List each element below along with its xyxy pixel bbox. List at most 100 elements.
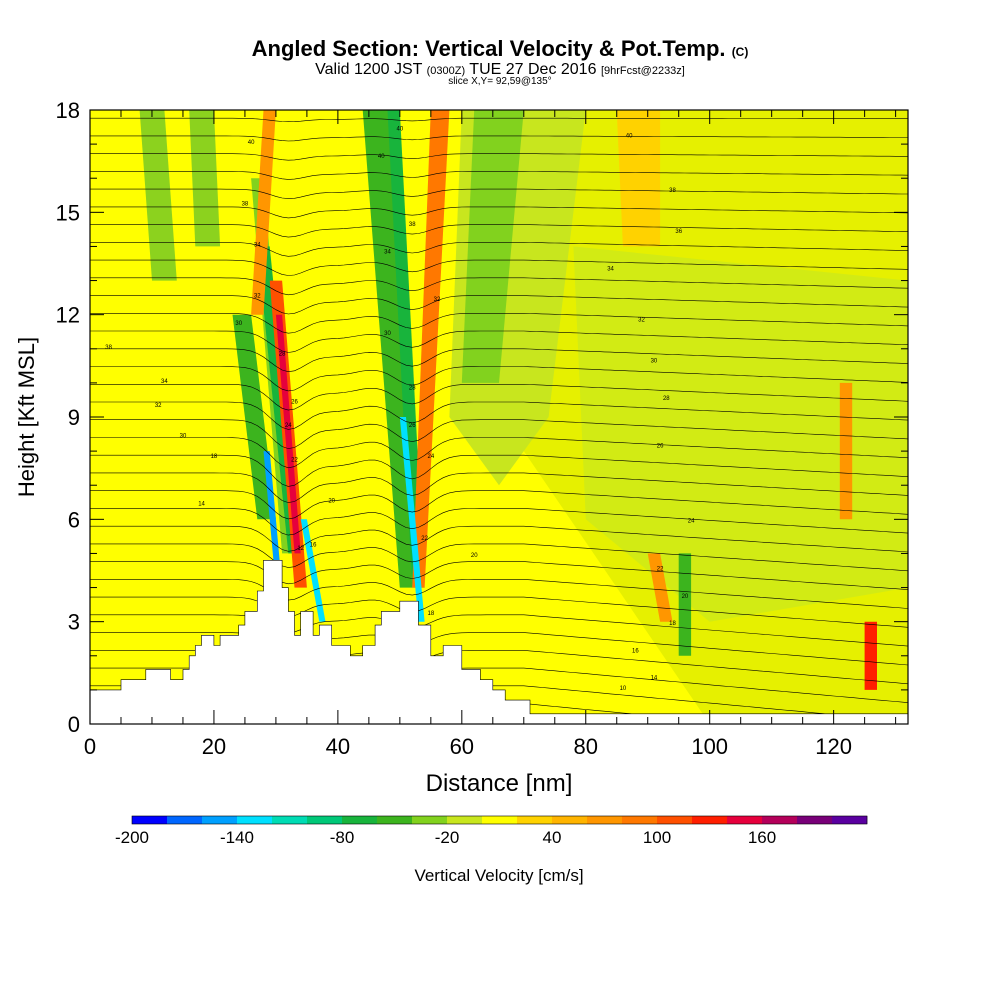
theta-contour <box>90 490 908 520</box>
x-axis: 0 20 40 60 80 100 120 <box>84 110 897 759</box>
contour-label: 40 <box>397 126 404 132</box>
colorbar-swatch <box>482 816 518 824</box>
theta-contour <box>90 401 908 430</box>
field-updraft-core-1 <box>275 314 301 554</box>
contour-label: 26 <box>409 423 416 429</box>
colorbar-label: Vertical Velocity [cm/s] <box>414 866 583 885</box>
theta-contour <box>90 632 908 666</box>
colorbar-swatch <box>167 816 203 824</box>
contour-label: 30 <box>384 331 391 337</box>
theta-contour <box>90 312 908 334</box>
x-axis-label: Distance [nm] <box>426 770 573 797</box>
contour-label: 30 <box>180 433 187 439</box>
contour-label: 28 <box>663 396 670 402</box>
contour-label: 22 <box>421 536 428 542</box>
contour-label: 34 <box>161 379 168 385</box>
contour-label: 22 <box>657 567 664 573</box>
vertical-velocity-field <box>139 110 908 724</box>
contour-label: 34 <box>607 266 614 272</box>
theta-contour <box>90 348 908 373</box>
contour-label: 20 <box>682 594 689 600</box>
contour-label: 18 <box>669 621 676 627</box>
contour-label: 32 <box>254 294 261 300</box>
contour-label: 38 <box>409 222 416 228</box>
x-tick-label: 0 <box>84 734 96 759</box>
theta-contour <box>90 295 908 315</box>
contour-label: 40 <box>626 133 633 139</box>
colorbar-tick-label: 160 <box>748 828 776 847</box>
contour-label: 16 <box>310 543 317 549</box>
theta-contour <box>90 206 908 219</box>
theta-contour <box>90 330 908 353</box>
x-tick-label: 80 <box>574 734 598 759</box>
theta-contour <box>90 579 908 609</box>
theta-contour <box>90 277 908 296</box>
colorbar-tick-label: -200 <box>115 828 149 847</box>
y-tick-label: 3 <box>68 610 80 635</box>
colorbar-frame <box>131 815 868 825</box>
field-updraft-2 <box>412 110 450 588</box>
contour-label: 12 <box>297 546 304 552</box>
contour-label: 32 <box>638 317 645 323</box>
colorbar-swatch <box>797 816 833 824</box>
theta-contour <box>90 259 908 276</box>
colorbar-tick-label: -80 <box>330 828 355 847</box>
terrain <box>90 560 908 724</box>
y-tick-label: 12 <box>56 303 80 328</box>
contour-label: 24 <box>427 454 434 460</box>
y-tick-label: 6 <box>68 507 80 532</box>
field-green-down-5 <box>387 110 425 588</box>
theta-contour <box>90 543 908 572</box>
contour-label: 28 <box>409 386 416 392</box>
colorbar-swatch <box>237 816 273 824</box>
colorbar-swatch <box>202 816 238 824</box>
field-green-low <box>678 553 692 656</box>
x-tick-label: 40 <box>326 734 350 759</box>
y-tick-label: 9 <box>68 405 80 430</box>
theta-contour <box>90 135 908 142</box>
theta-contour <box>90 366 908 392</box>
contour-label: 40 <box>378 154 385 160</box>
theta-contour <box>90 419 908 449</box>
theta-contour <box>90 561 908 590</box>
field-orange-upper <box>616 110 661 247</box>
colorbar-tick-label: 40 <box>543 828 562 847</box>
colorbar-swatch <box>657 816 693 824</box>
y-tick-label: 15 <box>56 200 80 225</box>
chart-subtitle: Valid 1200 JST (0300Z) TUE 27 Dec 2016 [… <box>315 61 685 78</box>
y-tick-label: 18 <box>56 98 80 123</box>
field-downdraft-3 <box>399 417 425 622</box>
colorbar: -200 -140 -80 -20 40 100 160 <box>115 815 868 847</box>
colorbar-swatch <box>272 816 308 824</box>
y-tick-label: 0 <box>68 712 80 737</box>
contour-label: 30 <box>235 321 242 327</box>
colorbar-tick-label: 100 <box>643 828 671 847</box>
colorbar-swatch <box>552 816 588 824</box>
x-tick-label: 60 <box>450 734 474 759</box>
contour-label: 32 <box>434 297 441 303</box>
contour-label: 24 <box>688 519 695 525</box>
contour-label: 14 <box>651 676 658 682</box>
theta-contour <box>90 614 908 647</box>
contour-labels: 38 34 32 30 18 14 40 38 34 32 30 28 26 24 22 20 16 12 40 40… <box>105 126 695 691</box>
colorbar-swatch <box>832 816 868 824</box>
colorbar-swatch <box>412 816 448 824</box>
theta-contour <box>90 472 908 503</box>
colorbar-swatch <box>517 816 553 824</box>
field-orange-far-east <box>839 382 853 520</box>
x-tick-label: 100 <box>691 734 728 759</box>
colorbar-tick-label: -20 <box>435 828 460 847</box>
colorbar-swatch <box>727 816 763 824</box>
colorbar-swatch <box>307 816 343 824</box>
contour-label: 14 <box>198 502 205 508</box>
contour-label: 38 <box>242 202 249 208</box>
contour-label: 34 <box>254 242 261 248</box>
plot-area: 38 34 32 30 18 14 40 38 34 32 30 28 26 24 22 20 16 12 40 40… <box>90 110 908 724</box>
colorbar-swatch <box>377 816 413 824</box>
colorbar-swatch <box>762 816 798 824</box>
colorbar-swatch <box>692 816 728 824</box>
field-orange-low <box>647 553 673 622</box>
theta-contour <box>90 525 908 553</box>
contour-label: 26 <box>291 399 298 405</box>
contour-label: 34 <box>384 249 391 255</box>
